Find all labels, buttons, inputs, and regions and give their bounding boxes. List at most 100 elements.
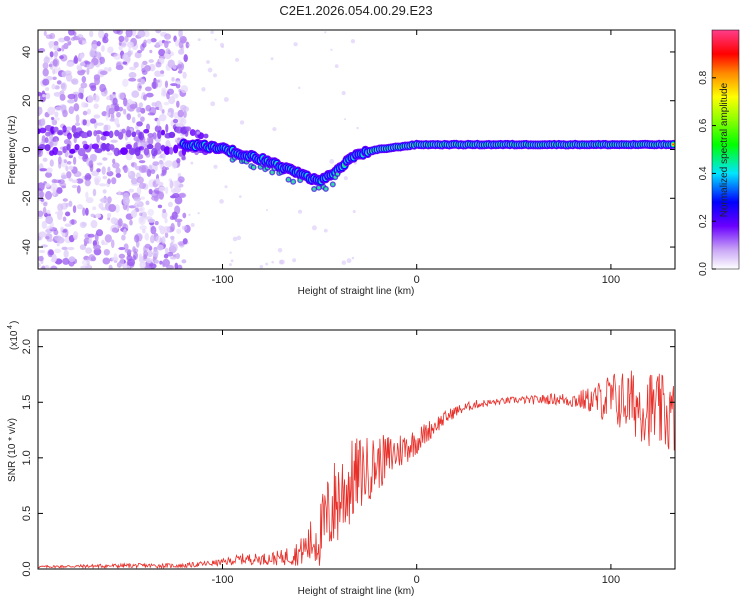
noise-band-speck xyxy=(143,147,150,156)
noise-band-speck xyxy=(102,131,111,137)
noise-speck xyxy=(93,94,100,103)
noise-speck xyxy=(93,248,102,256)
noise-speck xyxy=(100,135,107,141)
noise-speck xyxy=(297,209,303,214)
noise-band-speck xyxy=(138,146,145,151)
noise-speck xyxy=(119,257,125,267)
noise-speck xyxy=(61,246,68,251)
noise-speck xyxy=(178,48,185,55)
noise-band-speck xyxy=(86,130,93,137)
noise-speck xyxy=(102,175,108,180)
noise-band-speck xyxy=(120,147,128,156)
noise-band-speck xyxy=(62,148,67,154)
noise-speck xyxy=(72,205,77,213)
noise-speck xyxy=(85,247,93,254)
trace-blob xyxy=(335,172,340,176)
noise-speck xyxy=(90,220,98,229)
noise-speck xyxy=(42,94,46,98)
noise-band-speck xyxy=(185,126,192,132)
noise-speck xyxy=(127,41,134,48)
noise-speck xyxy=(165,48,171,55)
noise-speck xyxy=(51,83,56,90)
noise-speck xyxy=(182,71,187,79)
trace-blob xyxy=(331,182,335,186)
noise-speck xyxy=(174,205,181,215)
noise-speck xyxy=(158,191,164,200)
noise-speck xyxy=(93,244,101,250)
noise-band-speck xyxy=(95,130,102,135)
noise-speck xyxy=(277,247,283,253)
noise-speck xyxy=(201,87,206,92)
noise-speck xyxy=(127,258,136,267)
noise-speck xyxy=(172,93,179,99)
noise-speck xyxy=(187,43,191,47)
noise-speck xyxy=(54,248,62,254)
noise-speck xyxy=(165,186,169,195)
noise-speck xyxy=(42,157,48,162)
noise-band-speck xyxy=(67,132,72,140)
noise-speck xyxy=(146,38,152,44)
noise-speck xyxy=(123,164,128,174)
noise-speck xyxy=(76,204,84,210)
noise-speck xyxy=(92,188,97,197)
noise-speck xyxy=(87,94,94,104)
noise-speck xyxy=(131,116,136,124)
noise-speck xyxy=(139,215,144,223)
spectrogram-ylabel: Frequency (Hz) xyxy=(7,116,18,185)
noise-speck xyxy=(170,222,175,232)
noise-speck xyxy=(138,182,147,189)
noise-speck xyxy=(58,37,66,43)
noise-speck xyxy=(150,169,156,175)
noise-speck xyxy=(89,118,97,124)
colorbar-tick-label: 0.6 xyxy=(698,118,709,132)
noise-band-speck xyxy=(143,129,150,134)
noise-speck xyxy=(118,45,123,51)
noise-speck xyxy=(59,55,64,60)
noise-speck xyxy=(42,206,47,215)
noise-speck xyxy=(85,191,89,199)
snr-ticks: -100 0 100 0.0 0.5 1.0 1.5 2.0 xyxy=(21,330,675,586)
noise-speck xyxy=(102,36,109,44)
noise-speck xyxy=(87,233,95,238)
noise-speck xyxy=(101,242,109,246)
noise-speck xyxy=(71,184,78,189)
noise-speck xyxy=(157,204,163,209)
noise-speck xyxy=(135,106,141,113)
noise-speck xyxy=(90,44,98,49)
noise-speck xyxy=(45,190,53,200)
noise-speck xyxy=(162,208,167,214)
noise-speck xyxy=(177,70,183,74)
noise-speck xyxy=(44,182,51,188)
noise-band-speck xyxy=(71,125,77,134)
noise-speck xyxy=(106,152,113,156)
noise-speck xyxy=(84,179,91,187)
noise-speck xyxy=(128,188,135,193)
noise-speck xyxy=(54,50,59,57)
noise-speck xyxy=(150,226,157,235)
noise-speck xyxy=(48,40,56,47)
noise-speck xyxy=(43,30,47,37)
noise-speck xyxy=(176,228,182,234)
noise-speck xyxy=(228,263,233,267)
noise-speck xyxy=(239,120,245,125)
noise-speck xyxy=(164,33,172,40)
noise-speck xyxy=(77,34,84,39)
noise-speck xyxy=(79,221,87,229)
noise-band-speck xyxy=(168,131,176,139)
noise-speck xyxy=(101,45,105,52)
noise-speck xyxy=(137,50,143,54)
noise-speck xyxy=(230,259,234,263)
noise-speck xyxy=(169,242,174,249)
noise-speck xyxy=(67,99,75,104)
noise-speck xyxy=(126,113,132,121)
noise-speck xyxy=(147,112,156,116)
noise-speck xyxy=(163,40,169,49)
noise-speck xyxy=(81,76,87,83)
noise-speck xyxy=(82,207,86,217)
noise-band-speck xyxy=(163,146,171,155)
noise-band-speck xyxy=(94,148,103,154)
noise-speck xyxy=(133,61,139,68)
noise-speck xyxy=(38,182,45,191)
noise-speck xyxy=(45,34,53,40)
noise-speck xyxy=(178,30,183,38)
